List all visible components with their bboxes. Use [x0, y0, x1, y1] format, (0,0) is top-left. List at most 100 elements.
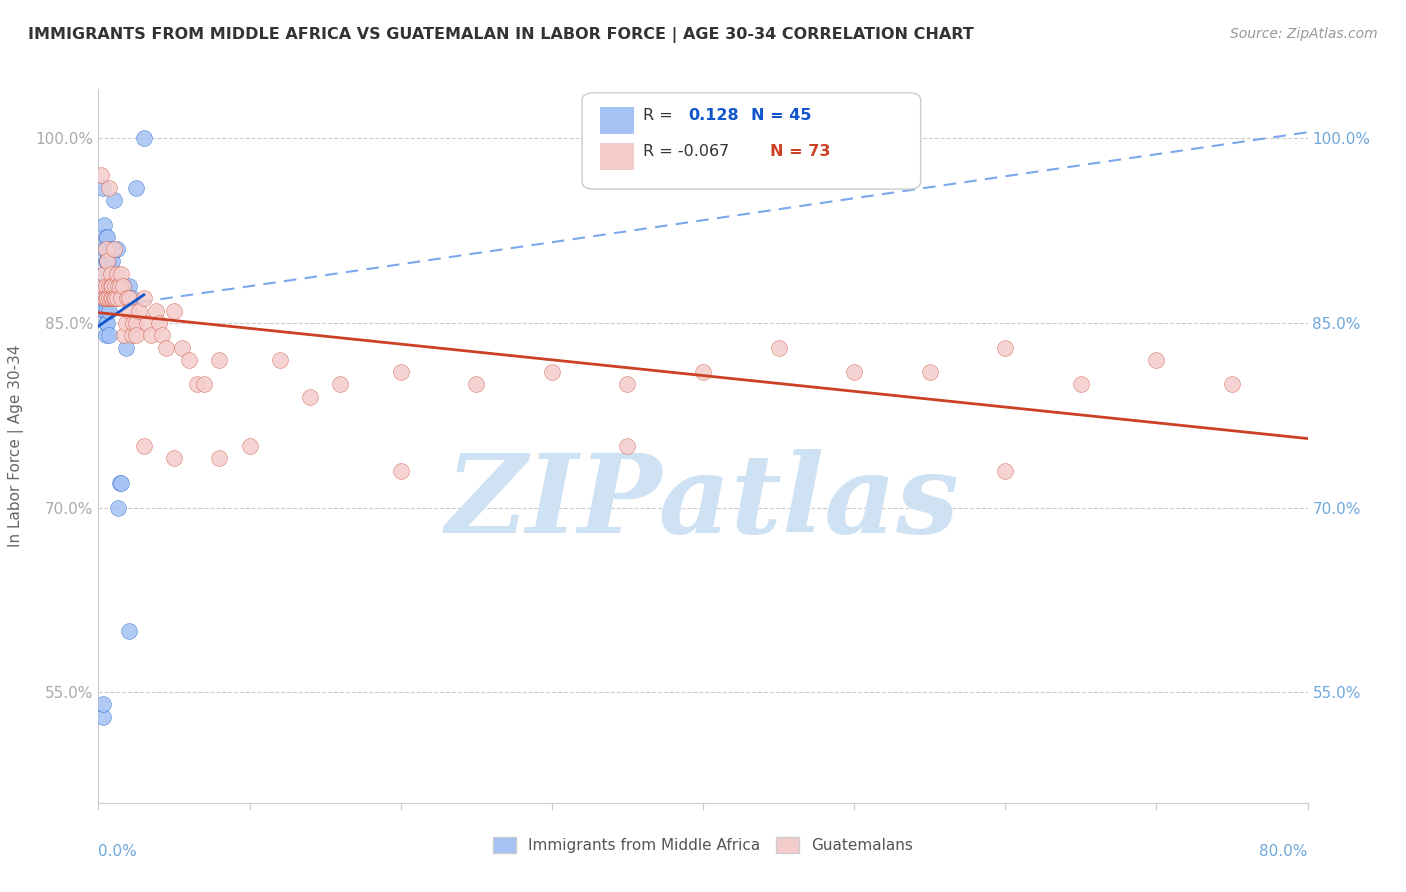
Point	[118, 291, 141, 305]
Point	[103, 193, 125, 207]
FancyBboxPatch shape	[600, 107, 634, 134]
Point	[104, 291, 127, 305]
Point	[121, 291, 143, 305]
Point	[692, 365, 714, 379]
Text: Source: ZipAtlas.com: Source: ZipAtlas.com	[1230, 27, 1378, 41]
Point	[1070, 377, 1092, 392]
Point	[1144, 352, 1167, 367]
Point	[163, 451, 186, 466]
Point	[540, 365, 562, 379]
Point	[94, 328, 117, 343]
Point	[170, 341, 193, 355]
Point	[112, 328, 135, 343]
Point	[329, 377, 352, 392]
Point	[208, 352, 231, 367]
Point	[155, 341, 177, 355]
Point	[98, 180, 121, 194]
Point	[104, 279, 127, 293]
Point	[132, 439, 155, 453]
Point	[103, 291, 125, 305]
Point	[125, 180, 148, 194]
Point	[107, 500, 129, 515]
Point	[148, 316, 170, 330]
Point	[90, 169, 112, 183]
Point	[208, 451, 231, 466]
Point	[125, 316, 148, 330]
Text: N = 45: N = 45	[751, 109, 811, 123]
Point	[186, 377, 208, 392]
Point	[101, 279, 124, 293]
Point	[98, 328, 121, 343]
Point	[100, 291, 122, 305]
Point	[111, 279, 134, 293]
Point	[93, 267, 115, 281]
Point	[122, 316, 145, 330]
Point	[104, 279, 127, 293]
Point	[299, 390, 322, 404]
Point	[101, 279, 124, 293]
Point	[118, 279, 141, 293]
Point	[94, 316, 117, 330]
Point	[150, 328, 173, 343]
Text: R = -0.067: R = -0.067	[643, 145, 728, 159]
Point	[94, 230, 117, 244]
Point	[101, 254, 124, 268]
Point	[121, 328, 143, 343]
Point	[918, 365, 941, 379]
Text: N = 73: N = 73	[769, 145, 830, 159]
Point	[118, 303, 141, 318]
Text: R =: R =	[643, 109, 678, 123]
Point	[844, 365, 866, 379]
Point	[132, 291, 155, 305]
Point	[91, 279, 114, 293]
Point	[96, 291, 118, 305]
Point	[91, 709, 114, 723]
Point	[96, 230, 118, 244]
Point	[98, 303, 121, 318]
Point	[100, 279, 122, 293]
Point	[994, 464, 1017, 478]
Point	[101, 291, 124, 305]
Point	[110, 475, 132, 490]
Point	[98, 291, 121, 305]
Point	[96, 291, 118, 305]
Y-axis label: In Labor Force | Age 30-34: In Labor Force | Age 30-34	[8, 344, 24, 548]
Point	[193, 377, 215, 392]
Point	[103, 242, 125, 256]
Point	[94, 291, 117, 305]
Point	[96, 254, 118, 268]
Point	[96, 316, 118, 330]
Point	[93, 218, 115, 232]
Point	[91, 279, 114, 293]
Point	[108, 475, 131, 490]
Point	[389, 464, 412, 478]
Point	[94, 279, 117, 293]
Point	[105, 267, 128, 281]
Point	[93, 303, 115, 318]
Text: ZIPatlas: ZIPatlas	[446, 450, 960, 557]
Point	[114, 316, 136, 330]
FancyBboxPatch shape	[600, 143, 634, 169]
Point	[118, 624, 141, 638]
Point	[100, 279, 122, 293]
Point	[98, 279, 121, 293]
Point	[125, 328, 148, 343]
Point	[128, 303, 150, 318]
Point	[616, 377, 638, 392]
Point	[115, 291, 138, 305]
Point	[110, 267, 132, 281]
Point	[94, 279, 117, 293]
Point	[135, 316, 157, 330]
Point	[94, 291, 117, 305]
Point	[110, 279, 132, 293]
Point	[98, 254, 121, 268]
Point	[100, 267, 122, 281]
Point	[269, 352, 291, 367]
Point	[94, 254, 117, 268]
Point	[98, 291, 121, 305]
Point	[141, 328, 163, 343]
Text: 0.0%: 0.0%	[98, 845, 138, 860]
Point	[91, 291, 114, 305]
Point	[110, 291, 132, 305]
Point	[112, 279, 135, 293]
